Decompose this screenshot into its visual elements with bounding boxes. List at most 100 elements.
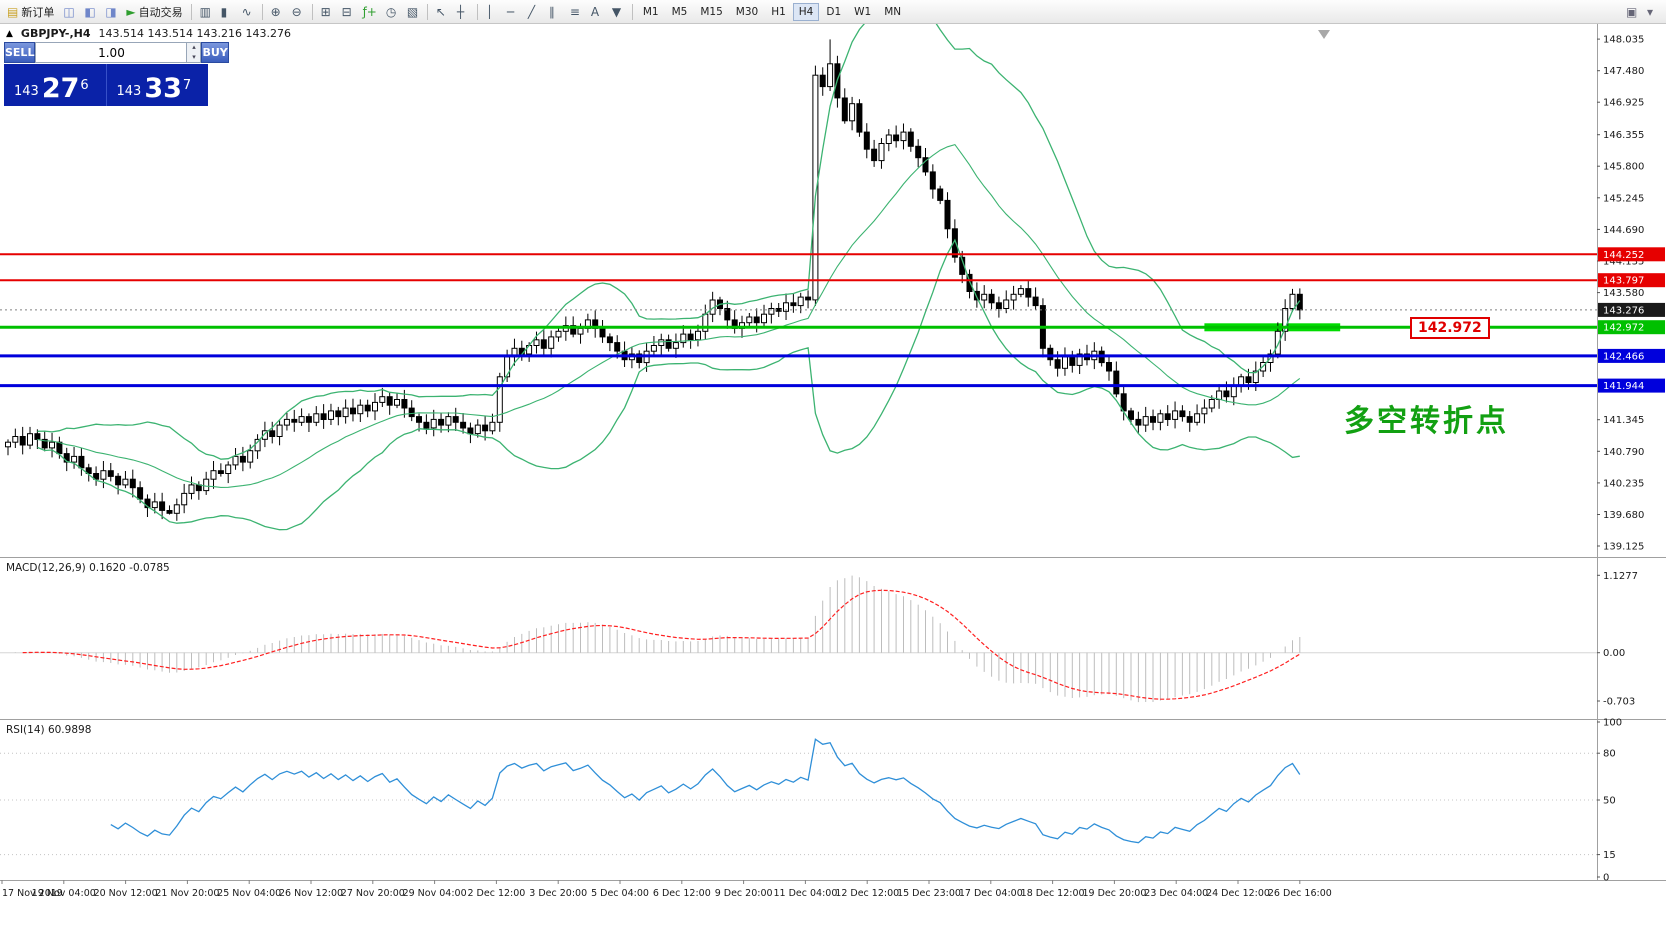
candlestick-chart-button[interactable]: ▮: [217, 2, 237, 22]
periods-button[interactable]: ◷: [382, 2, 402, 22]
volume-increase-button[interactable]: ▴: [187, 43, 201, 53]
zoom-out-button[interactable]: ⊖: [288, 2, 308, 22]
time-axis-label: 24 Dec 12:00: [1206, 888, 1270, 899]
market-watch-icon: ◧: [84, 4, 96, 19]
timeframe-m15-button[interactable]: M15: [694, 3, 728, 21]
horizontal-line-button[interactable]: ─: [503, 2, 523, 22]
line-chart-button[interactable]: ∿: [238, 2, 258, 22]
window-restore-button[interactable]: ▣: [1622, 2, 1642, 22]
volume-spinner: ▴ ▾: [186, 43, 201, 62]
rsi-tick-label: 15: [1603, 850, 1616, 861]
macd-pane[interactable]: [0, 575, 1597, 703]
crosshair-icon: ┼: [456, 4, 465, 19]
fibonacci-button[interactable]: ≡: [566, 2, 586, 22]
timeframe-m1-button[interactable]: M1: [637, 3, 665, 21]
chart-profiles-button[interactable]: ◫: [59, 2, 79, 22]
timeframe-mn-button[interactable]: MN: [878, 3, 907, 21]
price-tick-label: 140.235: [1603, 478, 1644, 489]
price-callout-label[interactable]: 142.972: [1410, 317, 1490, 339]
bollinger-lower-band: [37, 238, 1300, 531]
time-axis-label: 21 Nov 20:00: [155, 888, 219, 899]
chart-shift-marker[interactable]: [1318, 30, 1330, 39]
toolbar-options-icon: ▾: [1647, 4, 1654, 19]
window-restore-icon: ▣: [1626, 4, 1638, 19]
crosshair-button[interactable]: ┼: [453, 2, 473, 22]
sell-price[interactable]: 143 27 6: [14, 73, 89, 104]
vertical-line-icon: │: [485, 4, 494, 19]
candlestick-chart-icon: ▮: [220, 4, 228, 19]
price-scale[interactable]: 148.035 147.480 146.925 146.355 145.800 145.2…: [1597, 35, 1665, 884]
price-tag-143.797: 143.797: [1598, 273, 1665, 288]
cascade-windows-button[interactable]: ⊟: [338, 2, 358, 22]
price-tag-143.276: 143.276: [1598, 302, 1665, 317]
buy-button[interactable]: BUY: [201, 42, 229, 63]
time-axis-label: 27 Nov 20:00: [341, 888, 405, 899]
toolbar-separator: [311, 3, 313, 20]
main-price-pane[interactable]: [0, 24, 1597, 531]
toolbar-separator: [426, 3, 428, 20]
channel-icon: ∥: [548, 4, 555, 19]
time-axis-label: 20 Nov 12:00: [94, 888, 158, 899]
new-order-button[interactable]: ▤ 新订单: [3, 2, 58, 22]
timeframe-d1-button[interactable]: D1: [820, 3, 847, 21]
symbol-period-label: GBPJPY-,H4: [20, 27, 91, 40]
rsi-tick-label: 0: [1603, 873, 1609, 884]
chart-window[interactable]: MACD(12,26,9) 0.1620 -0.0785 RSI(14) 60.9…: [0, 24, 1666, 949]
channel-button[interactable]: ∥: [545, 2, 565, 22]
price-tick-label: 143.580: [1603, 288, 1644, 299]
time-axis-label: 12 Dec 12:00: [835, 888, 899, 899]
price-tick-label: 146.355: [1603, 130, 1644, 141]
periods-icon: ◷: [385, 4, 397, 19]
arrow-tools-button[interactable]: ▼: [608, 2, 628, 22]
bar-chart-icon: ▥: [199, 4, 211, 19]
time-axis-label: 25 Nov 04:00: [217, 888, 281, 899]
rsi-line: [110, 738, 1301, 844]
price-tag-label: 141.944: [1603, 381, 1644, 392]
horizontal-line-icon: ─: [506, 4, 515, 19]
sell-button[interactable]: SELL: [4, 42, 36, 63]
toolbar-separator: [631, 3, 633, 20]
market-watch-button[interactable]: ◧: [80, 2, 100, 22]
text-label-button[interactable]: A: [587, 2, 607, 22]
tile-windows-button[interactable]: ⊞: [317, 2, 337, 22]
annotation-text: 多空转折点: [1344, 404, 1509, 439]
buy-price[interactable]: 143 33 7: [105, 64, 209, 106]
navigator-button[interactable]: ◨: [101, 2, 121, 22]
tile-windows-icon: ⊞: [320, 4, 331, 19]
timeframe-h1-button[interactable]: H1: [765, 3, 792, 21]
time-axis-label: 3 Dec 20:00: [529, 888, 587, 899]
price-tick-label: 145.800: [1603, 162, 1644, 173]
chart-background: [0, 24, 1666, 949]
timeframe-m30-button[interactable]: M30: [730, 3, 764, 21]
auto-trading-button[interactable]: ► 自动交易: [122, 2, 186, 22]
templates-button[interactable]: ▧: [403, 2, 423, 22]
timeframe-h4-button[interactable]: H4: [792, 2, 820, 21]
zoom-in-button[interactable]: ⊕: [267, 2, 287, 22]
one-click-collapse-button[interactable]: ▲: [6, 28, 13, 39]
price-tick-label: 145.245: [1603, 193, 1644, 204]
chart-canvas[interactable]: MACD(12,26,9) 0.1620 -0.0785 RSI(14) 60.9…: [0, 24, 1666, 949]
volume-input[interactable]: [36, 43, 187, 62]
cursor-button[interactable]: ↖: [432, 2, 452, 22]
indicators-button[interactable]: ƒ+: [359, 2, 381, 22]
timeframe-w1-button[interactable]: W1: [848, 3, 877, 21]
toolbar-options-button[interactable]: ▾: [1643, 2, 1663, 22]
macd-label: MACD(12,26,9) 0.1620 -0.0785: [6, 562, 170, 574]
price-tick-label: 144.135: [1603, 256, 1644, 267]
trendline-button[interactable]: ╱: [524, 2, 544, 22]
vertical-line-button[interactable]: │: [482, 2, 502, 22]
rsi-pane[interactable]: [0, 738, 1597, 856]
price-tick-label: 139.680: [1603, 510, 1644, 521]
time-axis-label: 26 Nov 12:00: [279, 888, 343, 899]
indicators-icon: ƒ+: [362, 4, 377, 19]
macd-tick-label: 0.00: [1603, 648, 1625, 659]
timeframe-m5-button[interactable]: M5: [666, 3, 694, 21]
toolbar: ▤ 新订单 ◫ ◧ ◨ ► 自动交易 ▥ ▮ ∿ ⊕ ⊖ ⊞ ⊟ ƒ+ ◷ ▧ ↖ ┼ │ ─ ╱ ∥ ≡ A ▼ M1 M5 M15 M…: [0, 0, 1666, 24]
time-axis-label: 6 Dec 12:00: [653, 888, 711, 899]
volume-decrease-button[interactable]: ▾: [187, 52, 201, 62]
toolbar-separator: [190, 3, 192, 20]
price-tag-label: 142.466: [1603, 351, 1644, 362]
time-axis-label: 29 Nov 04:00: [403, 888, 467, 899]
bar-chart-button[interactable]: ▥: [196, 2, 216, 22]
